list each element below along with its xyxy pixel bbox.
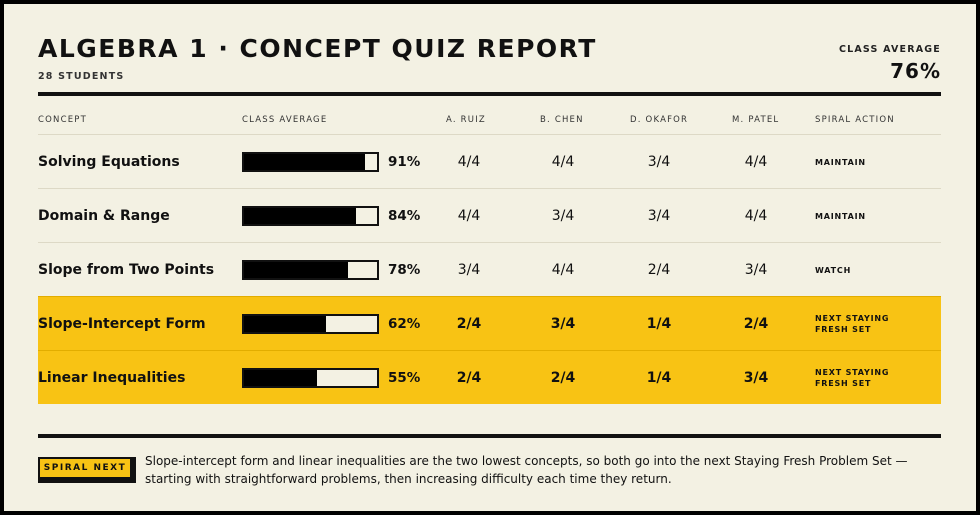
student-score: 3/4 bbox=[743, 370, 769, 386]
class-average-bar bbox=[242, 368, 379, 388]
class-average-percent: 55% bbox=[388, 370, 421, 386]
column-header-b-chen: B. CHEN bbox=[540, 115, 584, 125]
header-divider bbox=[38, 92, 941, 96]
column-header-spiral-action: SPIRAL ACTION bbox=[815, 115, 895, 125]
class-average-bar-fill bbox=[244, 370, 318, 386]
class-average-bar-fill bbox=[244, 208, 356, 224]
class-average-percent: 62% bbox=[388, 316, 421, 332]
spiral-next-badge: SPIRAL NEXT bbox=[38, 457, 136, 483]
class-average-bar bbox=[242, 314, 379, 334]
spiral-action: WATCH bbox=[815, 265, 852, 275]
student-score: 3/4 bbox=[551, 208, 575, 224]
table-row: Slope from Two Points 78% 3/4 4/4 2/4 3/4 WATC… bbox=[38, 242, 941, 296]
class-average-value: 76% bbox=[890, 59, 941, 83]
class-average-percent: 78% bbox=[388, 262, 421, 278]
footer-divider bbox=[38, 434, 941, 438]
class-average-bar bbox=[242, 206, 379, 226]
spiral-next-label: SPIRAL NEXT bbox=[38, 457, 132, 479]
class-average-label: CLASS AVERAGE bbox=[838, 44, 941, 55]
concept-name: Domain & Range bbox=[38, 208, 170, 224]
class-average-bar-fill bbox=[244, 316, 327, 332]
student-score: 2/4 bbox=[743, 316, 769, 332]
concept-name: Linear Inequalities bbox=[38, 370, 186, 386]
student-score: 3/4 bbox=[457, 262, 481, 278]
concept-name: Slope from Two Points bbox=[38, 262, 215, 278]
spiral-action: NEXT STAYING FRESH SET bbox=[815, 314, 890, 334]
column-header-concept: CONCEPT bbox=[38, 115, 88, 125]
student-count: 28 STUDENTS bbox=[38, 71, 125, 82]
class-average-bar-fill bbox=[244, 154, 366, 170]
column-header-d-okafor: D. OKAFOR bbox=[630, 115, 689, 125]
table-row: Slope-Intercept Form 62% 2/4 3/4 1/4 2/4 NEXT … bbox=[38, 296, 941, 350]
student-score: 4/4 bbox=[457, 154, 481, 170]
spiral-action: MAINTAIN bbox=[815, 157, 866, 167]
column-header-class-average: CLASS AVERAGE bbox=[242, 115, 328, 125]
student-score: 2/4 bbox=[647, 262, 671, 278]
spiral-action: NEXT STAYING FRESH SET bbox=[815, 368, 890, 388]
concept-name: Slope-Intercept Form bbox=[38, 316, 206, 332]
student-score: 2/4 bbox=[456, 370, 482, 386]
student-score: 2/4 bbox=[456, 316, 482, 332]
table-row: Solving Equations 91% 4/4 4/4 3/4 4/4 MAINTAIN bbox=[38, 134, 941, 188]
student-score: 3/4 bbox=[744, 262, 768, 278]
class-average-percent: 91% bbox=[388, 154, 421, 170]
spiral-note: Slope-intercept form and linear inequali… bbox=[145, 454, 908, 486]
student-score: 3/4 bbox=[647, 208, 671, 224]
student-score: 4/4 bbox=[551, 154, 575, 170]
student-score: 1/4 bbox=[646, 370, 672, 386]
class-average-percent: 84% bbox=[388, 208, 421, 224]
spiral-action: MAINTAIN bbox=[815, 211, 866, 221]
student-score: 2/4 bbox=[550, 370, 576, 386]
student-score: 4/4 bbox=[457, 208, 481, 224]
class-average-bar-fill bbox=[244, 262, 348, 278]
student-score: 4/4 bbox=[744, 208, 768, 224]
student-score: 1/4 bbox=[646, 316, 672, 332]
class-average-bar bbox=[242, 260, 379, 280]
student-score: 4/4 bbox=[551, 262, 575, 278]
report-card: ALGEBRA 1 · CONCEPT QUIZ REPORT 28 STUDE… bbox=[4, 4, 976, 511]
student-score: 4/4 bbox=[744, 154, 768, 170]
table-row: Domain & Range 84% 4/4 3/4 3/4 4/4 MAINTAIN bbox=[38, 188, 941, 242]
table-row: Linear Inequalities 55% 2/4 2/4 1/4 3/4 NEXT S… bbox=[38, 350, 941, 404]
concept-name: Solving Equations bbox=[38, 154, 180, 170]
column-header-m-patel: M. PATEL bbox=[732, 115, 780, 125]
student-score: 3/4 bbox=[647, 154, 671, 170]
class-average-bar bbox=[242, 152, 379, 172]
page-title: ALGEBRA 1 · CONCEPT QUIZ REPORT bbox=[38, 34, 597, 63]
student-score: 3/4 bbox=[550, 316, 576, 332]
column-header-a-ruiz: A. RUIZ bbox=[446, 115, 486, 125]
